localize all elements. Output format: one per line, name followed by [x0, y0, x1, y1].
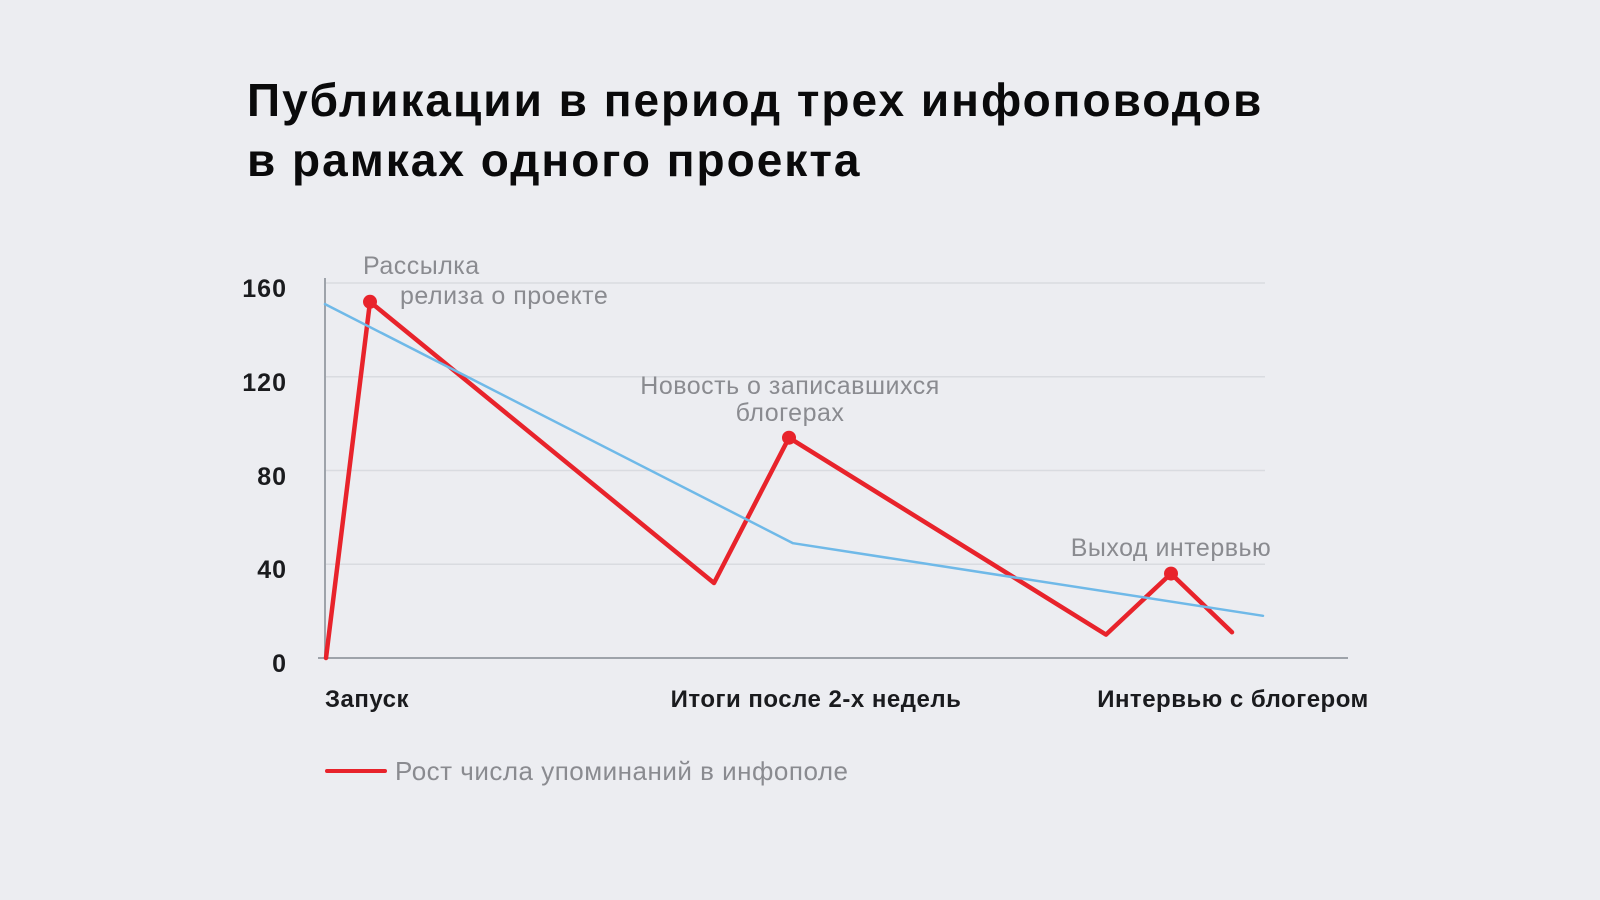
chart-title: Публикации в период трех инфоповодов в р…: [247, 70, 1263, 190]
data-point-marker: [1164, 566, 1178, 581]
point-annotation-1: релиза о проекте: [400, 282, 609, 310]
chart-title-line2: в рамках одного проекта: [247, 134, 862, 186]
data-point-marker: [363, 294, 377, 309]
legend-line-swatch: [325, 769, 387, 773]
y-tick-label-120: 120: [242, 368, 287, 397]
x-axis-label-0: Запуск: [325, 686, 409, 713]
point-annotation-4: Выход интервью: [1070, 534, 1272, 562]
trend-series-line: [323, 302, 1265, 618]
point-annotation-3: блогерах: [735, 399, 845, 427]
y-tick-label-40: 40: [257, 556, 287, 585]
point-annotation-0: Рассылка: [363, 252, 480, 280]
data-point-marker: [782, 430, 796, 445]
chart-title-line1: Публикации в период трех инфоповодов: [247, 74, 1264, 126]
y-tick-label-160: 160: [242, 275, 287, 303]
y-tick-label-80: 80: [257, 462, 287, 491]
y-tick-label-0: 0: [272, 650, 287, 678]
legend-label: Рост числа упоминаний в инфополе: [395, 755, 849, 786]
x-axis-label-1: Итоги после 2-х недель: [670, 686, 962, 713]
point-annotation-2: Новость о записавшихся: [640, 372, 940, 400]
x-axis-label-2: Интервью с блогером: [1097, 686, 1369, 713]
mentions-series-line: [323, 299, 1235, 661]
legend: Рост числа упоминаний в инфополе: [325, 756, 848, 786]
